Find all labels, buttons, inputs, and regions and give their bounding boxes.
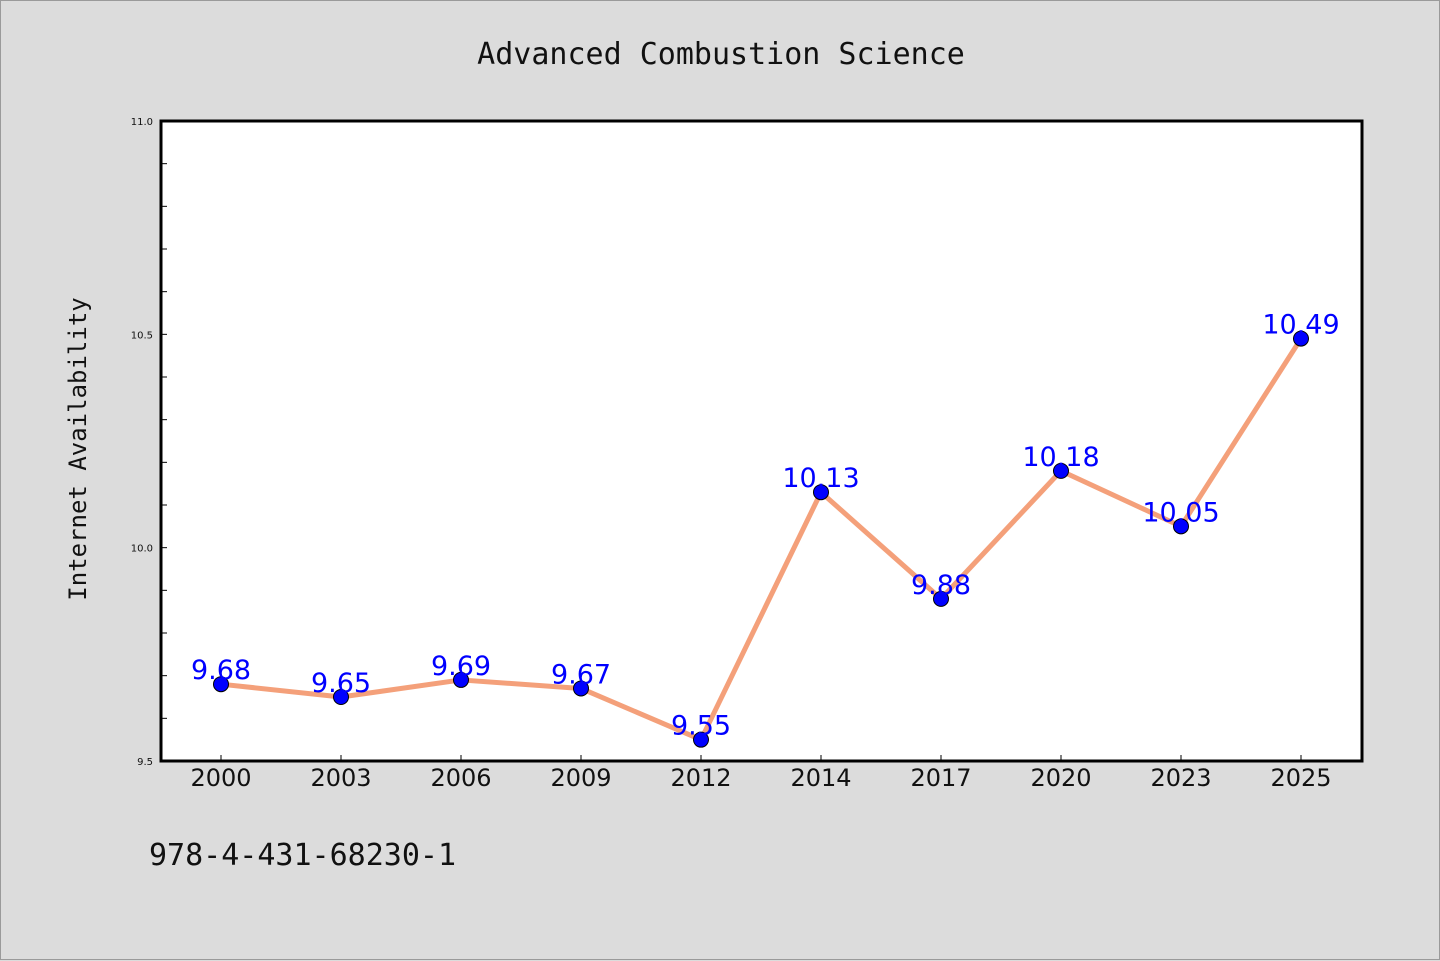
x-axis-ticks: 2000 2003 2006 2009 2012 2014 2017 2020 2023 2025 [190, 755, 1332, 792]
y-tick-label: 10.0 [131, 544, 153, 555]
x-tick-label: 2017 [910, 764, 971, 792]
x-tick-label: 2014 [790, 764, 851, 792]
x-tick-label: 2000 [190, 764, 251, 792]
x-tick-label: 2003 [310, 764, 371, 792]
y-tick-label: 10.5 [131, 330, 153, 341]
data-label: 10.05 [1142, 497, 1219, 528]
data-label: 9.55 [671, 711, 731, 742]
data-label: 10.18 [1022, 442, 1099, 473]
data-point [573, 680, 589, 697]
data-point [1293, 330, 1309, 347]
data-label: 9.69 [431, 651, 491, 682]
footer-code: 978-4-431-68230-1 [149, 838, 456, 873]
data-point [933, 590, 949, 607]
data-label: 10.49 [1262, 310, 1339, 341]
x-tick-label: 2009 [550, 764, 611, 792]
plot-area [159, 119, 1364, 763]
x-tick-label: 2012 [670, 764, 731, 792]
series-layer: 9.68 9.65 9.69 9.67 9.55 10.13 9.88 10.18 10.05 1… [191, 310, 1340, 748]
x-tick-label: 2020 [1030, 764, 1091, 792]
data-point [1173, 518, 1189, 535]
y-tick-label: 11.0 [131, 117, 153, 128]
series-line [218, 336, 1304, 743]
data-point [693, 731, 709, 748]
y-axis-ticks: 9.5 10.0 10.5 11.0 [131, 117, 167, 768]
data-point [333, 689, 349, 705]
data-label: 9.88 [911, 570, 971, 601]
data-point [213, 676, 229, 693]
y-axis-label: Internet Availability [64, 297, 92, 600]
data-label: 9.68 [191, 655, 251, 686]
data-label: 9.65 [311, 668, 371, 699]
data-point [453, 671, 469, 688]
x-tick-label: 2025 [1270, 764, 1331, 792]
x-tick-label: 2006 [430, 764, 491, 792]
data-point [1053, 462, 1069, 479]
y-tick-label: 9.5 [137, 757, 153, 768]
data-point [813, 484, 829, 501]
x-tick-label: 2023 [1150, 764, 1211, 792]
chart-title: Advanced Combustion Science [477, 37, 965, 72]
data-label: 9.67 [551, 659, 611, 690]
data-label: 10.13 [782, 463, 859, 494]
